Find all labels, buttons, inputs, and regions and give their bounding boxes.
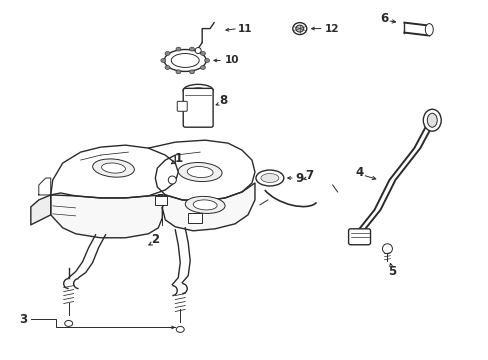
Ellipse shape: [261, 174, 278, 183]
Ellipse shape: [427, 113, 436, 127]
Ellipse shape: [189, 88, 207, 95]
Text: 2: 2: [151, 233, 159, 246]
Text: 7: 7: [305, 168, 313, 181]
Text: 11: 11: [237, 24, 252, 33]
Ellipse shape: [189, 47, 194, 51]
Ellipse shape: [292, 23, 306, 35]
Text: 9: 9: [295, 171, 303, 185]
Polygon shape: [51, 195, 165, 238]
Ellipse shape: [255, 170, 283, 186]
Ellipse shape: [189, 70, 194, 74]
Ellipse shape: [295, 25, 303, 32]
Ellipse shape: [178, 162, 222, 181]
Ellipse shape: [102, 163, 125, 173]
Text: 5: 5: [387, 265, 396, 278]
Text: 6: 6: [380, 12, 388, 25]
Text: 8: 8: [219, 94, 227, 107]
Circle shape: [382, 244, 392, 254]
FancyBboxPatch shape: [183, 88, 213, 127]
Bar: [188, 213, 202, 223]
Ellipse shape: [171, 54, 199, 67]
Text: 12: 12: [324, 24, 338, 33]
Ellipse shape: [161, 58, 165, 62]
Text: 4: 4: [355, 166, 363, 179]
Text: 1: 1: [174, 152, 182, 165]
Ellipse shape: [164, 51, 170, 55]
Ellipse shape: [183, 84, 213, 96]
Ellipse shape: [176, 70, 181, 74]
Text: 3: 3: [19, 313, 27, 326]
Polygon shape: [31, 195, 51, 225]
Ellipse shape: [176, 47, 181, 51]
Ellipse shape: [204, 58, 209, 62]
Ellipse shape: [164, 50, 206, 71]
Text: 10: 10: [224, 55, 239, 66]
Ellipse shape: [423, 109, 440, 131]
Ellipse shape: [185, 197, 224, 213]
Ellipse shape: [92, 159, 134, 177]
FancyBboxPatch shape: [348, 229, 370, 245]
Ellipse shape: [425, 24, 432, 36]
Ellipse shape: [64, 320, 73, 327]
Polygon shape: [162, 183, 254, 231]
Ellipse shape: [200, 51, 205, 55]
Polygon shape: [39, 178, 51, 195]
Ellipse shape: [176, 327, 184, 332]
Ellipse shape: [200, 66, 205, 69]
Circle shape: [195, 48, 201, 54]
Polygon shape: [148, 140, 254, 201]
Polygon shape: [51, 145, 178, 198]
Bar: [155, 196, 167, 205]
FancyBboxPatch shape: [177, 101, 187, 111]
Ellipse shape: [193, 200, 217, 210]
Ellipse shape: [164, 66, 170, 69]
Circle shape: [168, 176, 176, 184]
Ellipse shape: [187, 167, 213, 177]
